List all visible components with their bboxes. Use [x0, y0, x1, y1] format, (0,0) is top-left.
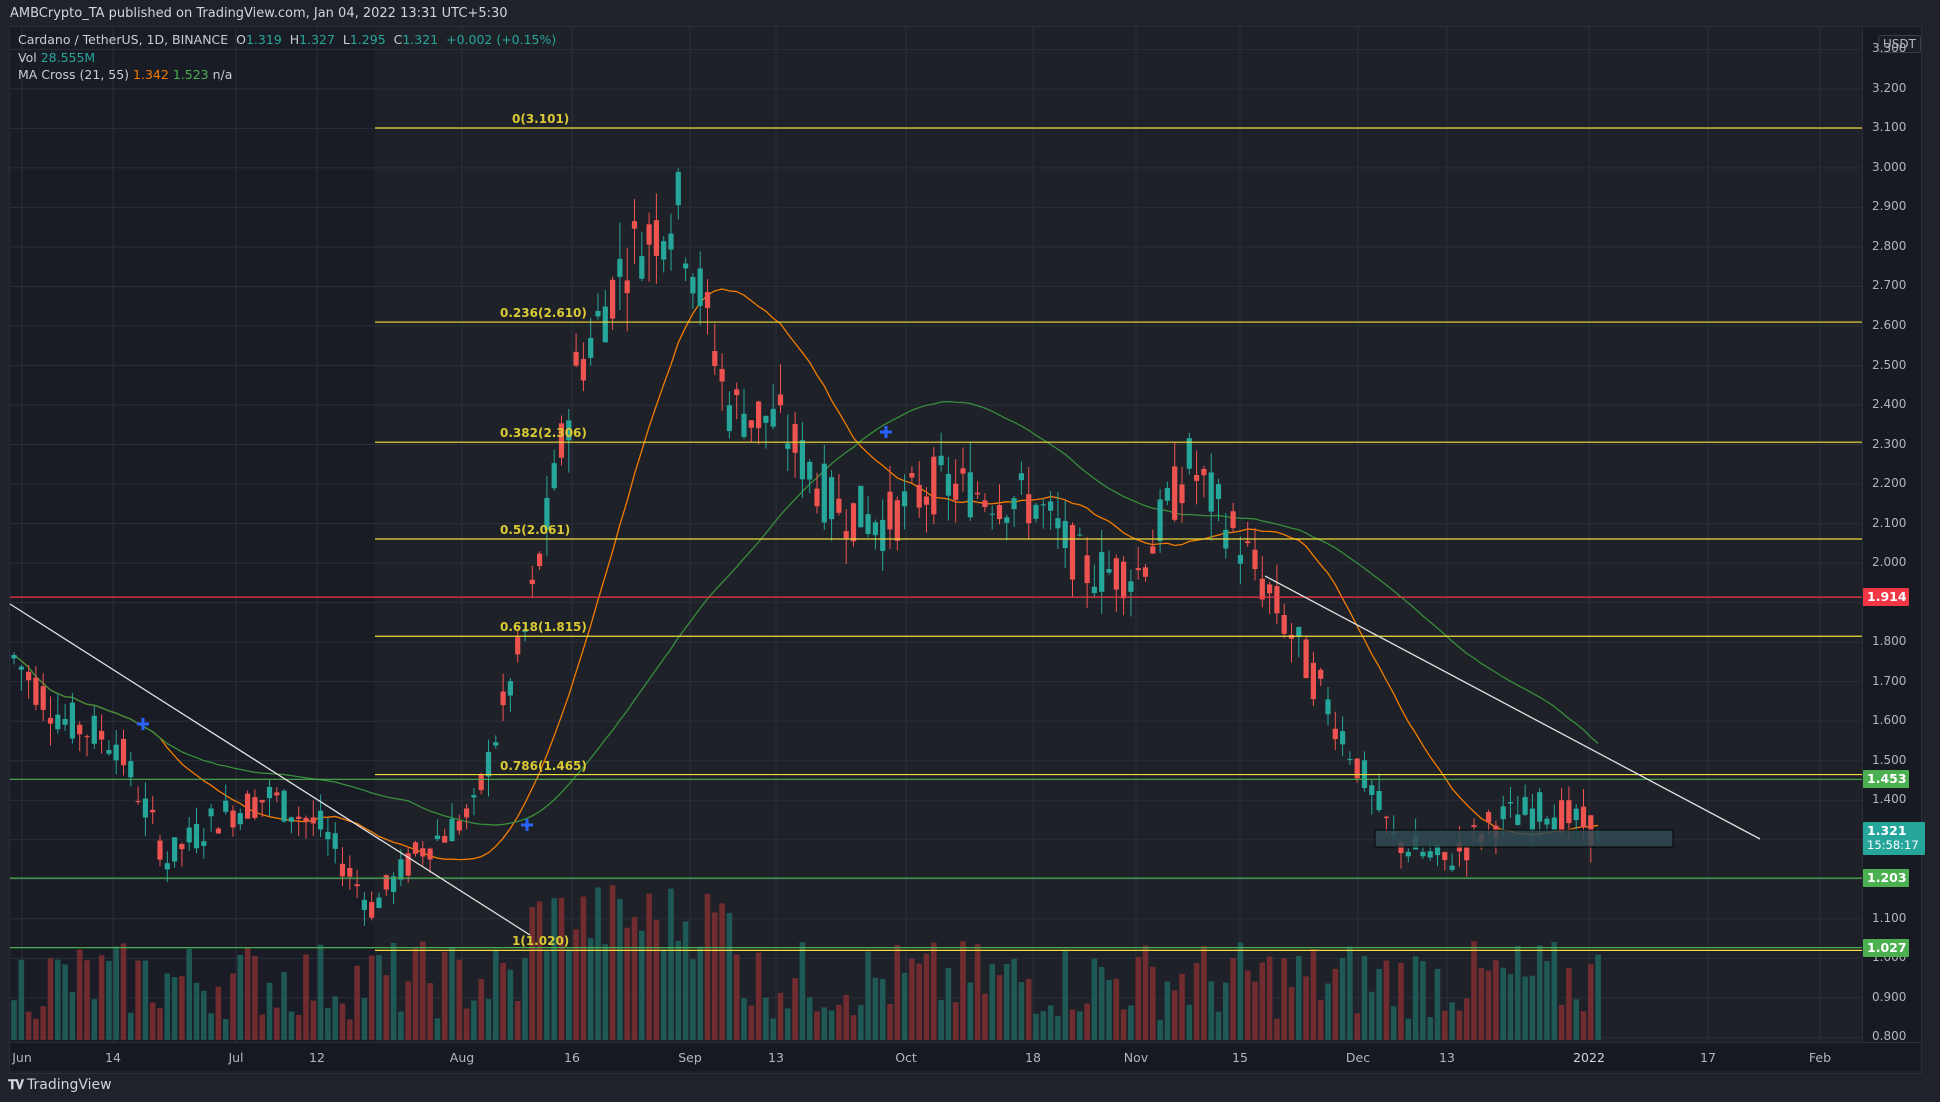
fib-level-label: 0.382(2.306)	[500, 426, 587, 441]
time-label: 16	[564, 1050, 580, 1065]
tradingview-logo[interactable]: 𝐓𝐕 TradingView	[8, 1077, 112, 1093]
price-tag: 1.203	[1863, 869, 1909, 888]
price-tick: 2.600	[1872, 317, 1907, 332]
legend-low: 1.295	[349, 32, 386, 47]
time-label: 13	[1439, 1050, 1455, 1065]
legend-close: 1.321	[402, 32, 439, 47]
tradingview-logo-icon: 𝐓𝐕	[8, 1077, 24, 1093]
price-tag: 1.453	[1863, 770, 1909, 789]
price-tick: 2.000	[1872, 555, 1907, 570]
bar-countdown: 15:58:17	[1867, 838, 1919, 853]
legend-volume-row: Vol 28.555M	[18, 50, 96, 65]
legend-ma-extra: n/a	[212, 67, 233, 82]
legend-volume: 28.555M	[40, 50, 96, 65]
price-tick: 2.800	[1872, 238, 1907, 253]
price-tick: 2.400	[1872, 397, 1907, 412]
price-tick: 2.200	[1872, 476, 1907, 491]
legend-ma-row: MA Cross (21, 55) 1.342 1.523 n/a	[18, 67, 233, 82]
legend-ma21: 1.342	[133, 67, 169, 82]
time-label: 14	[105, 1050, 121, 1065]
current-price-tag: 1.321 15:58:17	[1863, 822, 1925, 856]
price-tick: 2.500	[1872, 357, 1907, 372]
legend-ma55: 1.523	[172, 67, 209, 82]
price-tick: 2.100	[1872, 515, 1907, 530]
price-tick: 1.100	[1872, 910, 1907, 925]
legend-change: +0.002 (+0.15%)	[446, 32, 557, 47]
fib-level-label: 0.236(2.610)	[500, 306, 587, 321]
price-tick: 2.300	[1872, 436, 1907, 451]
fib-level-label: 0.786(1.465)	[500, 758, 587, 773]
price-tick: 1.800	[1872, 634, 1907, 649]
fib-level-label: 0.618(1.815)	[500, 620, 587, 635]
price-tick: 1.600	[1872, 713, 1907, 728]
price-tick: 3.000	[1872, 159, 1907, 174]
time-label: 18	[1025, 1050, 1041, 1065]
price-tick: 2.700	[1872, 278, 1907, 293]
price-tick: 0.800	[1872, 1029, 1907, 1044]
fib-level-label: 0(3.101)	[512, 112, 570, 126]
price-tag: 1.914	[1863, 588, 1909, 607]
price-tick: 1.700	[1872, 673, 1907, 688]
currency-label[interactable]: USDT	[1878, 35, 1921, 53]
price-tick: 1.500	[1872, 752, 1907, 767]
time-label: Sep	[678, 1050, 702, 1065]
time-label: Jul	[228, 1050, 244, 1065]
time-label: 15	[1232, 1050, 1248, 1065]
time-label: Oct	[895, 1050, 917, 1065]
time-label: Jun	[12, 1050, 32, 1065]
time-label: 12	[309, 1050, 325, 1065]
price-tick: 1.400	[1872, 792, 1907, 807]
price-tag: 1.027	[1863, 938, 1909, 957]
price-tick: 3.200	[1872, 80, 1907, 95]
publisher-caption: AMBCrypto_TA published on TradingView.co…	[10, 6, 508, 21]
fib-level-label: 0.5(2.061)	[500, 523, 571, 537]
current-price: 1.321	[1867, 823, 1907, 839]
price-tick: 3.100	[1872, 120, 1907, 135]
price-tick: 0.900	[1872, 989, 1907, 1004]
price-tick: 2.900	[1872, 199, 1907, 214]
time-label: 13	[768, 1050, 784, 1065]
legend-high: 1.327	[299, 32, 335, 47]
fib-level-label: 1(1.020)	[512, 934, 570, 949]
legend-ohlc-row: Cardano / TetherUS, 1D, BINANCE O1.319 H…	[18, 32, 557, 47]
time-axis[interactable]	[10, 1042, 1920, 1071]
time-label: 2022	[1573, 1050, 1605, 1065]
time-label: 17	[1700, 1050, 1716, 1065]
time-label: Aug	[449, 1050, 475, 1065]
price-tick: 3.300	[1872, 41, 1907, 56]
legend-open: 1.319	[245, 32, 282, 47]
time-label: Feb	[1808, 1050, 1832, 1065]
time-label: Dec	[1345, 1050, 1371, 1065]
time-label: Nov	[1123, 1050, 1149, 1065]
legend-symbol: Cardano / TetherUS, 1D, BINANCE	[18, 32, 229, 47]
